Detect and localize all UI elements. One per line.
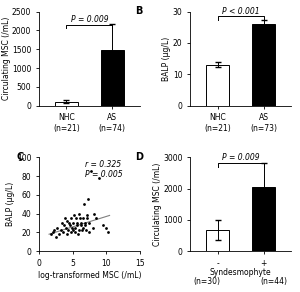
Point xyxy=(100,223,105,227)
Point xyxy=(68,216,73,220)
Text: (n=44): (n=44) xyxy=(260,277,287,286)
Text: r = 0.325
P = 0.005: r = 0.325 P = 0.005 xyxy=(85,160,122,180)
Point xyxy=(78,223,83,227)
Text: (n=30): (n=30) xyxy=(194,277,221,286)
Point xyxy=(82,202,86,206)
Y-axis label: BALP (µg/L): BALP (µg/L) xyxy=(7,182,16,226)
Point xyxy=(97,175,102,180)
Point xyxy=(77,211,82,216)
Point xyxy=(59,221,64,225)
Point xyxy=(86,197,91,202)
Y-axis label: Circulating MSC (/mL): Circulating MSC (/mL) xyxy=(2,17,10,100)
Point xyxy=(80,228,84,233)
Point xyxy=(82,223,87,227)
Point xyxy=(72,225,77,230)
Point xyxy=(80,225,85,230)
Point xyxy=(58,228,63,233)
Text: P < 0.001: P < 0.001 xyxy=(222,7,260,16)
Point xyxy=(52,228,57,233)
Point xyxy=(89,169,94,174)
Bar xyxy=(206,230,229,251)
Y-axis label: BALP (µg/L): BALP (µg/L) xyxy=(162,36,171,81)
Point xyxy=(64,225,68,230)
Point xyxy=(70,221,75,225)
Point xyxy=(69,230,74,235)
Point xyxy=(71,213,76,218)
Text: P = 0.009: P = 0.009 xyxy=(222,153,260,162)
Point xyxy=(78,216,82,220)
Point xyxy=(83,221,88,225)
X-axis label: log-transformed MSC (/mL): log-transformed MSC (/mL) xyxy=(38,270,141,279)
Point xyxy=(62,216,67,220)
Point xyxy=(68,223,72,227)
Point xyxy=(55,225,59,230)
Point xyxy=(84,228,88,233)
Point xyxy=(74,223,79,227)
Point xyxy=(60,230,65,235)
Point xyxy=(73,230,78,235)
Point xyxy=(84,213,89,218)
Point xyxy=(64,219,69,223)
Text: D: D xyxy=(135,152,143,161)
Text: Syndesmophyte: Syndesmophyte xyxy=(210,268,272,277)
Point xyxy=(90,225,95,230)
Point xyxy=(67,221,72,225)
Point xyxy=(94,216,98,220)
Point xyxy=(53,235,58,239)
Point xyxy=(86,230,91,235)
Point xyxy=(71,228,76,233)
Point xyxy=(81,216,86,220)
Point xyxy=(49,232,53,237)
Text: B: B xyxy=(135,6,142,16)
Point xyxy=(79,221,84,225)
Point xyxy=(75,221,80,225)
Text: P = 0.009: P = 0.009 xyxy=(70,15,108,24)
Point xyxy=(92,211,97,216)
Bar xyxy=(206,65,229,106)
Point xyxy=(85,216,90,220)
Bar xyxy=(101,50,124,106)
Text: C: C xyxy=(17,152,24,161)
Point xyxy=(105,230,110,235)
Point xyxy=(70,225,74,230)
Bar xyxy=(55,102,78,106)
Point xyxy=(74,216,78,220)
Point xyxy=(61,223,66,227)
Point xyxy=(65,232,70,237)
Bar xyxy=(252,24,275,106)
Point xyxy=(76,232,80,237)
Y-axis label: Circulating MSC (/mL): Circulating MSC (/mL) xyxy=(153,162,162,246)
Point xyxy=(76,228,81,233)
Point xyxy=(57,232,62,237)
Point xyxy=(51,230,56,235)
Bar xyxy=(252,187,275,251)
Point xyxy=(87,221,92,225)
Point xyxy=(104,225,109,230)
Point xyxy=(65,228,70,233)
